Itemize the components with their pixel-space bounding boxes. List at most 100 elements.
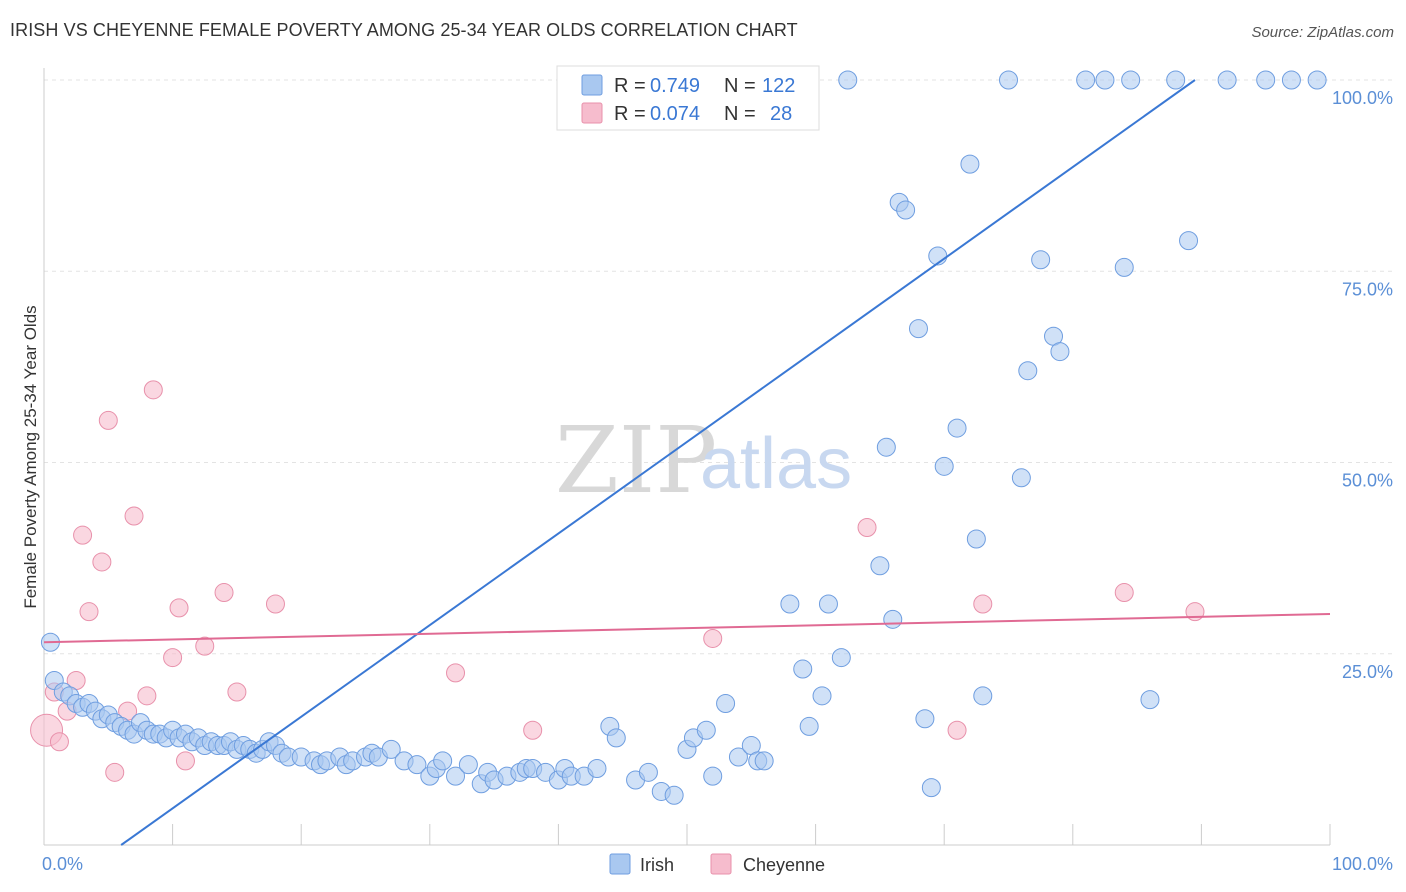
chart-title: IRISH VS CHEYENNE FEMALE POVERTY AMONG 2… bbox=[10, 20, 798, 40]
y-tick-label: 100.0% bbox=[1332, 88, 1393, 108]
cheyenne-point bbox=[143, 380, 163, 400]
irish-trend-line bbox=[120, 79, 1196, 846]
irish-point bbox=[999, 70, 1018, 90]
stats-irish-n-label: N = bbox=[724, 75, 756, 97]
stats-irish-n-value: 122 bbox=[762, 75, 795, 97]
legend-irish-swatch bbox=[609, 853, 631, 875]
tick-labels: 25.0% 50.0% 75.0% 100.0% 0.0% 100.0% bbox=[42, 88, 1393, 874]
irish-point bbox=[587, 759, 607, 778]
cheyenne-point bbox=[175, 751, 195, 771]
cheyenne-point bbox=[265, 594, 285, 614]
watermark-atlas: atlas bbox=[700, 424, 852, 504]
irish-point bbox=[1050, 342, 1070, 362]
cheyenne-point bbox=[124, 506, 144, 526]
irish-point bbox=[838, 70, 858, 90]
legend-irish-label: Irish bbox=[640, 855, 674, 875]
irish-point bbox=[831, 648, 851, 668]
irish-point bbox=[780, 594, 800, 614]
y-axis-label: Female Poverty Among 25-34 Year Olds bbox=[21, 305, 40, 608]
irish-point bbox=[883, 609, 903, 629]
irish-point bbox=[915, 709, 935, 729]
irish-point bbox=[876, 437, 896, 457]
source-label: Source: ZipAtlas.com bbox=[1251, 24, 1394, 41]
stats-cheyenne-swatch bbox=[581, 102, 603, 124]
y-tick-label: 75.0% bbox=[1342, 279, 1393, 299]
irish-point bbox=[381, 739, 401, 759]
irish-point bbox=[433, 751, 453, 771]
cheyenne-point bbox=[98, 410, 118, 430]
irish-point bbox=[960, 154, 980, 174]
grid bbox=[44, 79, 1394, 655]
irish-point bbox=[799, 716, 819, 736]
irish-point bbox=[1076, 70, 1096, 90]
cheyenne-point bbox=[105, 762, 125, 782]
irish-point bbox=[638, 762, 658, 782]
y-tick-label: 50.0% bbox=[1342, 471, 1393, 491]
irish-point bbox=[696, 720, 716, 740]
irish-point bbox=[793, 659, 813, 679]
cheyenne-point bbox=[73, 525, 93, 545]
cheyenne-point bbox=[857, 518, 877, 538]
stats-cheyenne-r-value: 0.074 bbox=[650, 103, 700, 125]
irish-point bbox=[1256, 70, 1276, 90]
cheyenne-point bbox=[169, 598, 189, 618]
irish-point bbox=[870, 556, 890, 576]
irish-point bbox=[1307, 70, 1327, 90]
irish-point bbox=[1140, 690, 1160, 710]
stats-cheyenne-n-label: N = bbox=[724, 103, 756, 125]
cheyenne-point bbox=[227, 682, 247, 702]
cheyenne-point bbox=[703, 628, 723, 648]
cheyenne-point bbox=[523, 720, 543, 740]
stats-irish-r-label: R = bbox=[614, 75, 646, 97]
irish-point bbox=[921, 778, 941, 798]
x-tick-label: 100.0% bbox=[1332, 854, 1393, 874]
irish-point bbox=[934, 456, 954, 476]
irish-point bbox=[728, 747, 748, 767]
irish-point bbox=[716, 693, 736, 713]
cheyenne-point bbox=[79, 602, 99, 622]
irish-point bbox=[754, 751, 774, 771]
irish-point bbox=[1018, 361, 1038, 381]
cheyenne-point bbox=[1114, 583, 1134, 603]
cheyenne-point bbox=[49, 732, 69, 752]
stats-box: R = 0.749 N = 122 R = 0.074 N = 28 bbox=[556, 65, 820, 131]
irish-point bbox=[947, 418, 967, 438]
cheyenne-point bbox=[947, 720, 967, 740]
cheyenne-point bbox=[195, 636, 215, 656]
cheyenne-point bbox=[446, 663, 466, 683]
stats-irish-r-value: 0.749 bbox=[650, 75, 700, 97]
irish-point bbox=[966, 529, 986, 549]
irish-point bbox=[1217, 70, 1237, 90]
trend-lines bbox=[43, 79, 1331, 846]
irish-point bbox=[1114, 257, 1134, 277]
irish-point bbox=[1166, 70, 1186, 90]
legend: Irish Cheyenne bbox=[609, 853, 825, 875]
irish-point bbox=[1031, 250, 1051, 270]
irish-point bbox=[818, 594, 838, 614]
irish-point bbox=[812, 686, 832, 706]
x-tick-label: 0.0% bbox=[42, 854, 83, 874]
irish-point bbox=[458, 755, 478, 775]
stats-cheyenne-r-label: R = bbox=[614, 103, 646, 125]
legend-cheyenne-swatch bbox=[710, 853, 732, 875]
irish-point bbox=[1011, 468, 1031, 488]
y-tick-label: 25.0% bbox=[1342, 662, 1393, 682]
legend-cheyenne-label: Cheyenne bbox=[743, 855, 825, 875]
irish-point bbox=[407, 755, 427, 775]
irish-point bbox=[446, 766, 466, 786]
irish-point bbox=[908, 319, 928, 339]
watermark: ZIP atlas bbox=[555, 407, 852, 514]
irish-point bbox=[1095, 70, 1115, 90]
irish-points bbox=[40, 70, 1327, 805]
cheyenne-point bbox=[137, 686, 157, 706]
stats-irish-swatch bbox=[581, 74, 603, 96]
irish-point bbox=[973, 686, 993, 706]
irish-point bbox=[703, 766, 723, 786]
cheyenne-trend-line bbox=[43, 612, 1331, 644]
cheyenne-point bbox=[163, 648, 183, 668]
stats-cheyenne-n-value: 28 bbox=[770, 103, 792, 125]
irish-point bbox=[606, 728, 626, 748]
irish-point bbox=[1121, 70, 1141, 90]
cheyenne-point bbox=[214, 583, 234, 603]
cheyenne-point bbox=[92, 552, 112, 572]
